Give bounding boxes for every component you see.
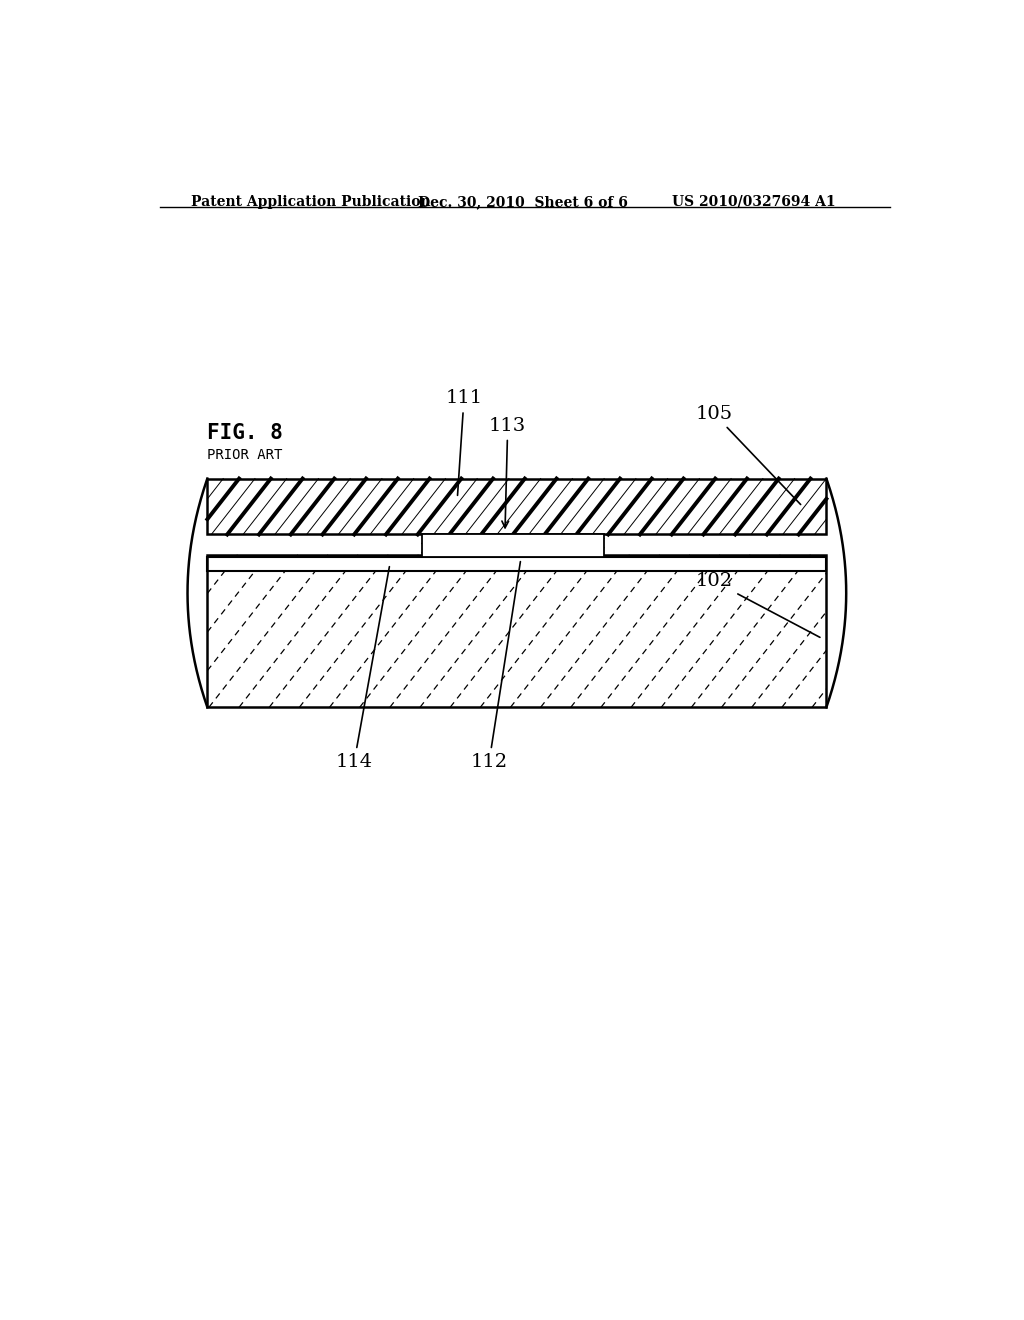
Text: 111: 111 bbox=[445, 389, 482, 495]
Bar bbox=[207, 554, 826, 708]
Text: 114: 114 bbox=[336, 566, 389, 771]
Text: Patent Application Publication: Patent Application Publication bbox=[191, 195, 431, 209]
Text: FIG. 8: FIG. 8 bbox=[207, 422, 283, 442]
Bar bbox=[207, 554, 826, 708]
Text: PRIOR ART: PRIOR ART bbox=[207, 447, 283, 462]
Text: 112: 112 bbox=[470, 561, 520, 771]
Bar bbox=[207, 557, 826, 572]
Bar bbox=[422, 535, 604, 557]
Text: 113: 113 bbox=[489, 417, 526, 528]
Text: 105: 105 bbox=[695, 405, 801, 504]
Bar bbox=[422, 535, 604, 557]
Text: US 2010/0327694 A1: US 2010/0327694 A1 bbox=[672, 195, 836, 209]
Bar bbox=[207, 557, 826, 572]
Bar bbox=[207, 479, 826, 535]
Text: Dec. 30, 2010  Sheet 6 of 6: Dec. 30, 2010 Sheet 6 of 6 bbox=[418, 195, 628, 209]
Bar bbox=[207, 479, 826, 535]
Text: 102: 102 bbox=[695, 573, 820, 638]
